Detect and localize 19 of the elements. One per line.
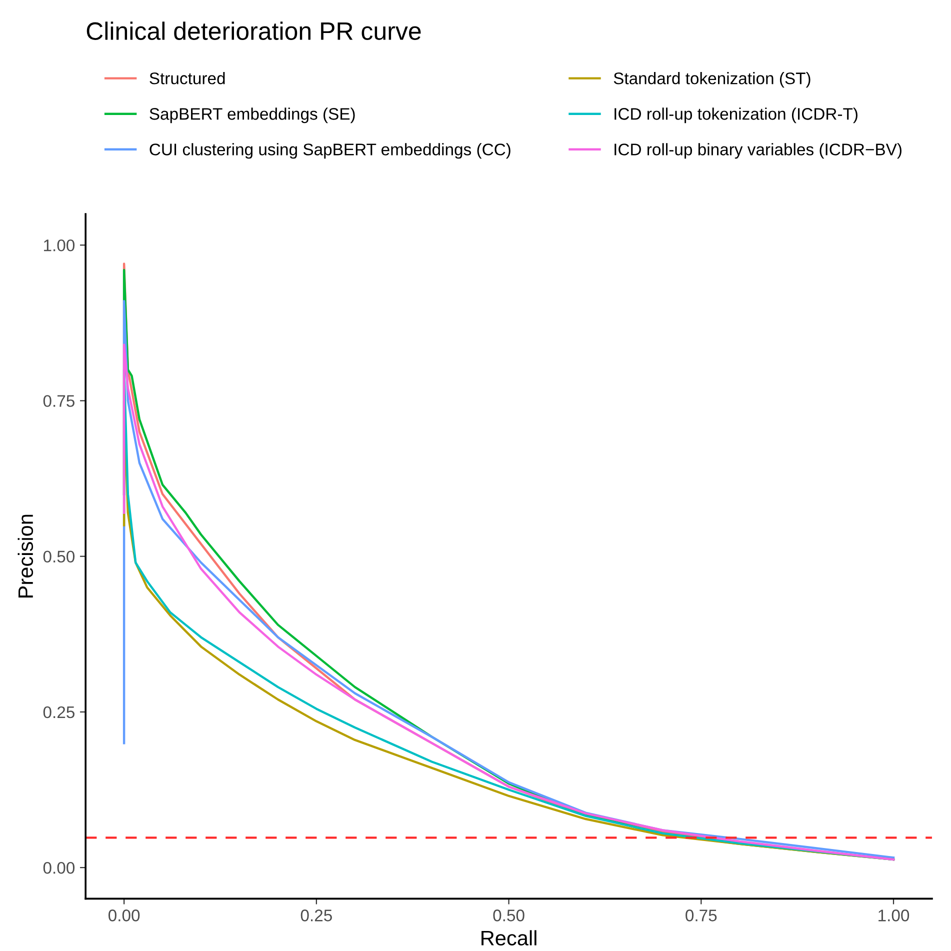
y-tick-label: 0.75 — [43, 395, 74, 407]
legend-label: ICD roll-up tokenization (ICDR-T) — [614, 108, 858, 124]
x-tick-label: 0.25 — [300, 910, 332, 922]
y-tick-label: 0.50 — [43, 550, 75, 563]
legend-label: ICD roll-up binary variables (ICDR−BV) — [614, 143, 902, 159]
chart-title: Clinical deterioration PR curve — [86, 22, 421, 40]
x-tick-label: 0.75 — [686, 910, 717, 922]
x-axis-title: Recall — [482, 930, 536, 946]
x-tick-label: 1.00 — [878, 910, 910, 922]
y-tick-label: 0.25 — [43, 706, 74, 718]
x-tick-label: 0.50 — [493, 910, 524, 922]
y-axis-title: Precision — [18, 514, 34, 598]
y-tick-label: 1.00 — [44, 240, 75, 252]
legend-label: Structured — [150, 72, 225, 84]
legend-label: CUI clustering using SapBERT embeddings (CC) — [150, 143, 510, 159]
legend-label: SapBERT embeddings (SE) — [150, 108, 355, 124]
y-tick-label: 0.00 — [43, 862, 75, 874]
legend-label: Standard tokenization (ST) — [614, 72, 810, 88]
x-tick-label: 0.00 — [108, 910, 140, 922]
